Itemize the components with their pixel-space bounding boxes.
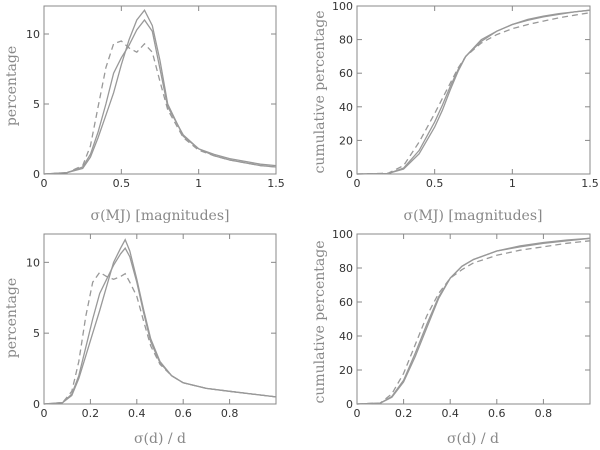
panel-top-left-ytick-label: 5	[33, 98, 40, 111]
panel-bottom-right-series-3-dashed	[356, 240, 591, 405]
panel-bottom-right-ytick-label: 100	[332, 228, 353, 241]
panel-bottom-left-xtick-label: 0.8	[221, 407, 239, 420]
panel-bottom-left-xtick-label: 0.2	[82, 407, 100, 420]
panel-bottom-left-xtick-label: 0	[41, 407, 48, 420]
panel-bottom-left-series-1-solid	[43, 238, 277, 405]
panel-top-left: percentage σ(MJ) [magnitudes] 0 0.5 1 1.5 0 5…	[4, 5, 285, 224]
panel-top-right-frame	[356, 5, 591, 175]
panel-bottom-right-xtick-label: 0.4	[441, 407, 459, 420]
panel-top-right-xtick-label: 0	[354, 177, 361, 190]
panel-bottom-left-series-3-dashed	[43, 271, 277, 405]
panel-bottom-right-xlabel: σ(d) / d	[447, 431, 499, 447]
panel-bottom-right-frame	[356, 233, 591, 405]
panel-bottom-left-xlabel: σ(d) / d	[134, 431, 186, 447]
panel-bottom-left-ylabel: percentage	[4, 278, 20, 358]
panel-bottom-right: cumulative percentage σ(d) / d 0 0.2 0.4 0.…	[312, 228, 591, 447]
panel-top-right-series-1-solid	[356, 9, 591, 175]
panel-bottom-right-xtick-label: 0	[354, 407, 361, 420]
panel-top-left-frame	[43, 5, 277, 175]
panel-bottom-left-xtick-label: 0.6	[174, 407, 192, 420]
panel-bottom-right-series-2-solid	[356, 237, 591, 405]
panel-bottom-right-xtick-label: 0.2	[395, 407, 413, 420]
panel-top-left-xtick-label: 0.5	[113, 177, 131, 190]
panel-top-left-ylabel: percentage	[4, 46, 20, 126]
panel-top-right-ytick-label: 100	[332, 0, 353, 13]
panel-top-right: cumulative percentage σ(MJ) [magnitudes]…	[312, 0, 599, 224]
panel-bottom-left-series-2-solid	[43, 247, 277, 405]
panel-top-right-ytick-label: 60	[339, 67, 353, 80]
panel-bottom-right-ytick-label: 20	[339, 364, 353, 377]
panel-bottom-right-xtick-label: 0.6	[488, 407, 506, 420]
panel-top-right-ytick-label: 0	[346, 168, 353, 181]
panel-bottom-left-ytick-label: 5	[33, 327, 40, 340]
panel-bottom-right-ytick-label: 60	[339, 296, 353, 309]
panel-top-right-xtick-label: 1	[509, 177, 516, 190]
panel-bottom-right-xtick-label: 0.8	[535, 407, 553, 420]
panel-top-right-ytick-label: 40	[339, 101, 353, 114]
panel-bottom-left-xtick-label: 0.4	[128, 407, 146, 420]
panel-top-right-series-3-dashed	[356, 12, 591, 175]
panel-top-right-xtick-label: 1.5	[581, 177, 599, 190]
panel-top-left-xtick-label: 1	[195, 177, 202, 190]
panel-top-left-series-3-dashed	[43, 40, 277, 175]
panel-top-right-ylabel: cumulative percentage	[312, 10, 328, 173]
panel-top-left-ytick-label: 0	[33, 168, 40, 181]
panel-top-left-series-1-solid	[43, 8, 277, 175]
panel-bottom-left-ytick-label: 10	[26, 256, 40, 269]
panel-top-left-xtick-label: 0	[41, 177, 48, 190]
panel-top-right-series-2-solid	[356, 9, 591, 175]
panel-bottom-left-frame	[43, 233, 277, 405]
panel-top-left-xlabel: σ(MJ) [magnitudes]	[91, 208, 230, 224]
panel-bottom-left-ytick-label: 0	[33, 398, 40, 411]
panel-top-right-ytick-label: 80	[339, 34, 353, 47]
panel-top-left-xtick-label: 1.5	[267, 177, 285, 190]
panel-top-left-ytick-label: 10	[26, 28, 40, 41]
panel-bottom-right-ylabel: cumulative percentage	[312, 240, 328, 403]
panel-top-right-xlabel: σ(MJ) [magnitudes]	[404, 208, 543, 224]
panel-bottom-right-ytick-label: 0	[346, 398, 353, 411]
panel-top-right-ytick-label: 20	[339, 134, 353, 147]
panel-top-right-xtick-label: 0.5	[426, 177, 444, 190]
panel-bottom-left: percentage σ(d) / d 0 0.2 0.4 0.6 0.8 0 5 10	[4, 233, 277, 447]
panel-bottom-right-ytick-label: 80	[339, 262, 353, 275]
panel-bottom-right-ytick-label: 40	[339, 330, 353, 343]
panel-top-left-series-2-solid	[43, 18, 277, 175]
